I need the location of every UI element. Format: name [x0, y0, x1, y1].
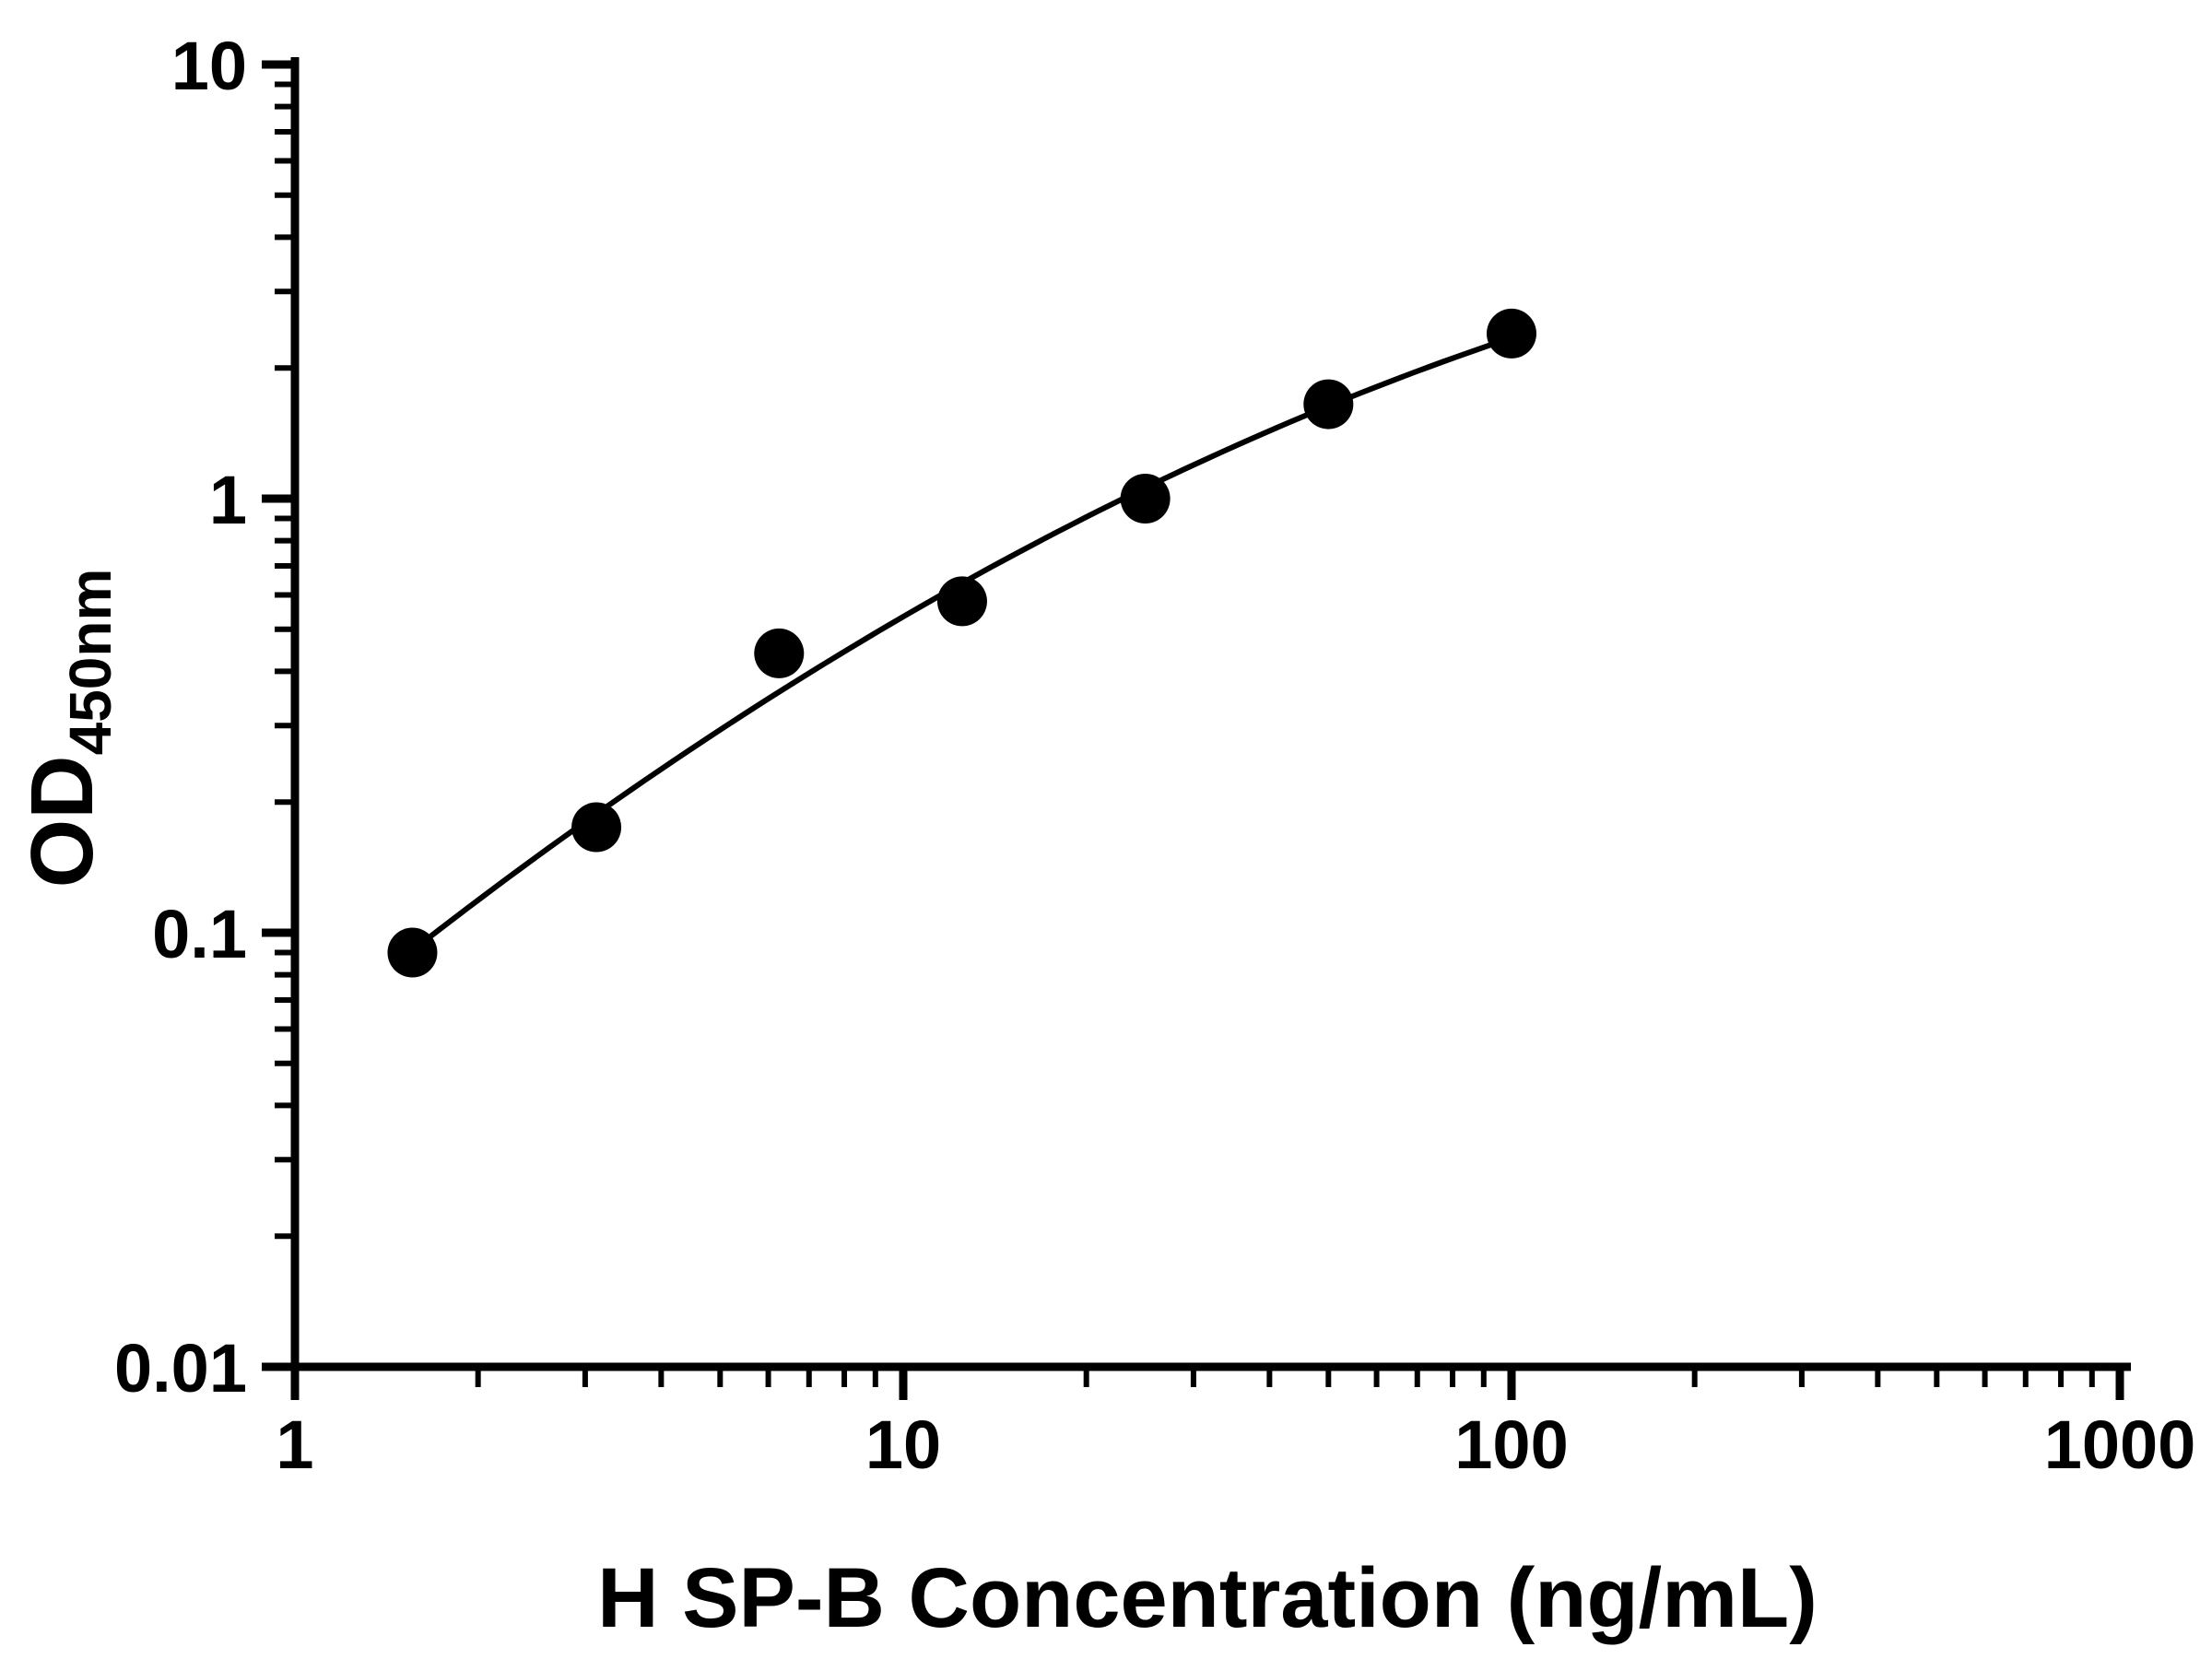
data-point [754, 628, 805, 678]
x-tick-label: 10 [865, 1406, 941, 1483]
fit-curve [409, 335, 1514, 954]
ticks-group [262, 60, 2124, 1400]
fit-curve-group [409, 335, 1514, 954]
x-tick-label: 100 [1454, 1406, 1568, 1483]
x-tick-label: 1000 [2044, 1406, 2196, 1483]
y-axis-title: OD450nm [13, 569, 124, 888]
y-tick-label: 10 [171, 28, 247, 104]
data-point [387, 927, 438, 978]
y-axis-title-subscript: 450nm [57, 569, 124, 756]
data-point [1487, 308, 1536, 359]
y-tick-label: 0.01 [114, 1330, 247, 1406]
x-tick-label: 1 [276, 1406, 313, 1483]
y-tick-label: 1 [209, 462, 247, 538]
data-point [1303, 379, 1354, 429]
y-tick-label: 0.1 [152, 896, 247, 972]
axis-spines [290, 57, 2131, 1371]
tick-labels-group: 1 10 100 1000 10 1 0.1 0.01 [114, 28, 2195, 1483]
data-point [571, 802, 622, 853]
x-axis-title: H SP-B Concentration (ng/mL) [597, 1551, 1818, 1645]
data-points-group [387, 308, 1536, 978]
axes-group [290, 57, 2131, 1371]
data-point [1120, 474, 1171, 524]
y-axis-title-main: OD [13, 755, 112, 888]
data-point [936, 576, 987, 627]
